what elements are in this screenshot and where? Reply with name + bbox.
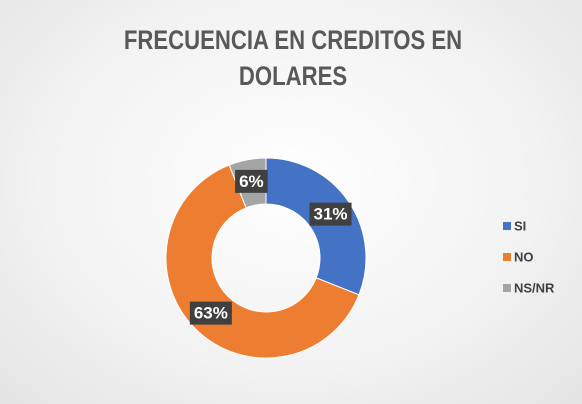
data-label-text: 6% — [239, 172, 264, 191]
legend-label: NO — [514, 249, 534, 264]
legend-label: NS/NR — [514, 280, 555, 295]
legend-swatch — [503, 284, 511, 292]
chart-title: FRECUENCIA EN CREDITOS EN DOLARES — [123, 25, 463, 91]
data-label-box — [235, 169, 268, 193]
data-label-text: 31% — [313, 205, 347, 224]
legend-swatch — [503, 253, 511, 261]
data-label-text: 63% — [194, 304, 228, 323]
donut-slice — [265, 157, 367, 296]
data-label: 6% — [235, 169, 268, 193]
legend-label: SI — [514, 218, 526, 233]
legend-swatch — [503, 222, 511, 230]
data-label-box — [309, 202, 352, 226]
data-label: 31% — [309, 202, 352, 226]
data-label-box — [189, 301, 232, 325]
data-label: 63% — [189, 301, 232, 325]
